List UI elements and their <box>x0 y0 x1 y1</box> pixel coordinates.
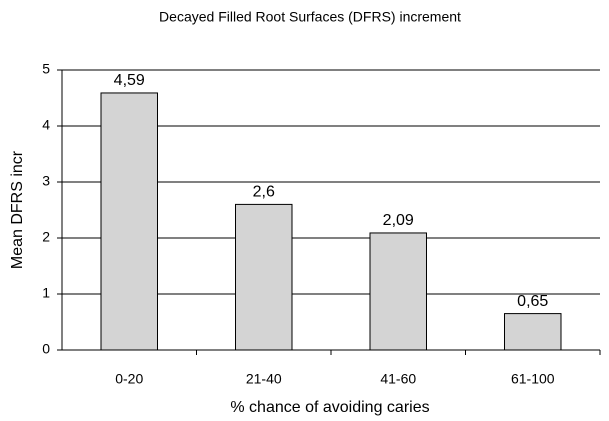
x-tick-label: 0-20 <box>115 371 143 387</box>
bar <box>235 203 293 351</box>
y-tick-label: 5 <box>42 61 50 77</box>
y-tick-label: 3 <box>42 173 50 189</box>
bar <box>504 313 562 351</box>
x-tick-label: 21-40 <box>246 371 282 387</box>
data-label: 2,09 <box>383 212 414 229</box>
chart-title: Decayed Filled Root Surfaces (DFRS) incr… <box>159 9 461 25</box>
x-tick-label: 61-100 <box>511 371 555 387</box>
x-tick-label: 41-60 <box>380 371 416 387</box>
y-axis-title: Mean DFRS incr <box>9 150 26 269</box>
data-label: 2,6 <box>253 184 275 201</box>
y-tick-label: 1 <box>42 285 50 301</box>
y-tick-label: 2 <box>42 229 50 245</box>
bar <box>100 92 158 351</box>
y-tick-label: 4 <box>42 117 50 133</box>
y-tick-label: 0 <box>42 341 50 357</box>
data-label: 4,59 <box>114 72 145 89</box>
bar <box>369 232 427 351</box>
x-axis-title: % chance of avoiding caries <box>230 399 429 416</box>
data-label: 0,65 <box>517 293 548 310</box>
